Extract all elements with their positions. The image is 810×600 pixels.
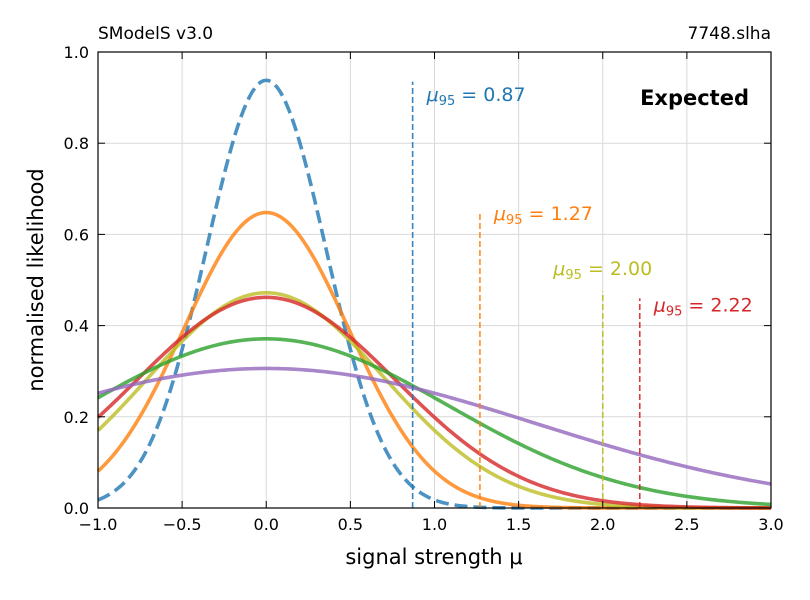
limit-label-1: μ95 = 0.87 [426, 84, 526, 109]
x-tick-label: 2.5 [674, 515, 699, 534]
grid-lines [97, 51, 772, 509]
x-tick-label: 1.5 [506, 515, 531, 534]
y-tick-label: 0.0 [64, 499, 89, 518]
y-tick-label: 0.8 [64, 134, 89, 153]
likelihood-curve-4 [96, 295, 772, 510]
likelihood-curve-6 [97, 366, 772, 486]
limit-label-3: μ95 = 2.00 [552, 258, 652, 283]
y-tick-label: 0.2 [64, 408, 89, 427]
limit-value-4: 2.22 [710, 294, 752, 316]
y-axis-title: normalised likelihood [24, 168, 48, 391]
likelihood-curves [96, 78, 772, 510]
limit-value-1: 0.87 [483, 84, 525, 106]
likelihood-curve-5 [97, 337, 772, 507]
expected-label: Expected [640, 86, 749, 110]
y-tick-label: 1.0 [64, 43, 89, 62]
x-tick-label: 0.0 [254, 515, 279, 534]
y-tick-label: 0.6 [64, 225, 89, 244]
y-tick-label: 0.4 [64, 317, 89, 336]
limit-label-2: μ95 = 1.27 [493, 203, 593, 228]
x-tick-label: 2.0 [590, 515, 615, 534]
header-left-label: SModelS v3.0 [98, 24, 213, 44]
limit-label-4: μ95 = 2.22 [653, 294, 753, 319]
x-tick-label: 0.5 [338, 515, 363, 534]
x-tick-label: −1.0 [79, 515, 118, 534]
x-tick-label: −0.5 [163, 515, 202, 534]
x-tick-label: 3.0 [758, 515, 783, 534]
x-axis-title: signal strength μ [345, 545, 522, 569]
limit-value-3: 2.00 [610, 258, 652, 280]
x-tick-label: 1.0 [422, 515, 447, 534]
header-right-label: 7748.slha [688, 24, 771, 44]
axis-ticks: −1.0 −0.5 0.0 0.5 1.0 1.5 2.0 2.5 3.0 0.0 0.2 0.4 0.… [64, 43, 784, 534]
limit-value-2: 1.27 [551, 203, 593, 225]
